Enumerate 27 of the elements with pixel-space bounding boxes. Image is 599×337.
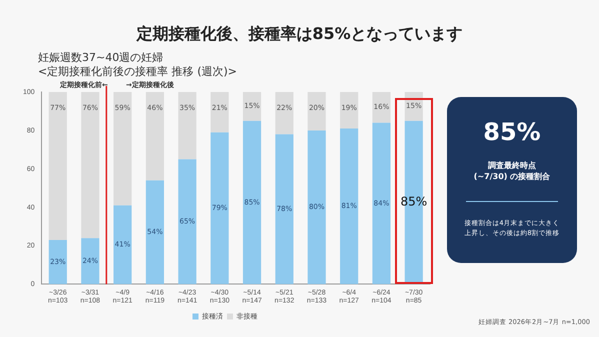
text: 85% xyxy=(482,118,542,146)
chart-subtitle: 妊娠週数37~40週の妊婦 <定期接種化前後の接種率 推移 (週次)> xyxy=(38,51,238,79)
bar xyxy=(275,92,294,134)
bar xyxy=(48,240,67,284)
bar xyxy=(372,122,391,284)
bar xyxy=(275,134,294,284)
bar xyxy=(81,92,100,238)
bar xyxy=(242,120,262,284)
text: 調査最終時点 (~7/30) の接種割合 xyxy=(472,160,552,182)
bar xyxy=(146,180,164,284)
bar xyxy=(308,92,326,130)
bar xyxy=(81,238,100,284)
bar xyxy=(146,92,164,180)
bar xyxy=(308,130,326,284)
bar xyxy=(340,92,358,129)
bar xyxy=(178,92,196,160)
bar xyxy=(178,159,196,284)
chart-title: 定期接種化後、接種率は85%となっています xyxy=(135,24,464,45)
bar xyxy=(372,92,391,123)
bar xyxy=(242,92,262,121)
bar xyxy=(210,132,229,284)
bar xyxy=(340,128,358,284)
bar xyxy=(48,92,67,240)
bar xyxy=(114,92,132,206)
data-label: 85% xyxy=(400,194,428,209)
bar xyxy=(210,92,229,132)
bar xyxy=(114,205,132,284)
